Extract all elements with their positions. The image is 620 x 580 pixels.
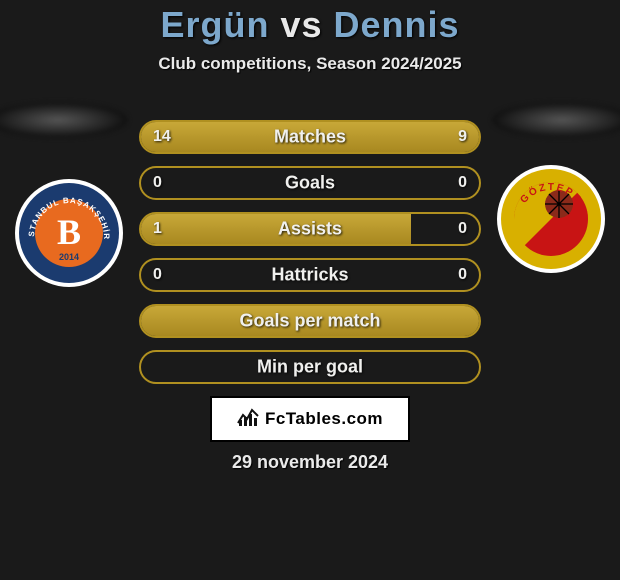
team-left-letter: B [57,212,81,252]
stat-value-right: 0 [458,174,467,192]
vs-text: vs [280,4,322,45]
stat-value-left: 0 [153,266,162,284]
right-shadow-ellipse [492,102,620,138]
date-text: 29 november 2024 [232,452,388,473]
stat-value-left: 0 [153,174,162,192]
subtitle: Club competitions, Season 2024/2025 [0,54,620,74]
stat-row: Goals 0 0 [139,166,481,200]
stat-row: Hattricks 0 0 [139,258,481,292]
stat-row: Matches 14 9 [139,120,481,154]
stats-bars: Matches149Goals00Assists10Hattricks00Goa… [139,120,481,396]
team-left-year: 2014 [59,252,79,262]
brand-chart-icon [237,406,259,433]
stat-value-left: 14 [153,128,171,146]
stat-label: Matches [274,127,346,148]
stat-value-right: 0 [458,220,467,238]
stat-fill-left [141,214,411,244]
stat-label: Assists [278,219,342,240]
stat-value-right: 0 [458,266,467,284]
stat-value-left: 1 [153,220,162,238]
stat-label: Hattricks [271,265,348,286]
player2-name: Dennis [334,4,460,45]
comparison-title: Ergün vs Dennis [0,0,620,46]
stat-row: Min per goal [139,350,481,384]
player1-name: Ergün [160,4,269,45]
brand-text: FcTables.com [265,409,383,429]
stat-row: Assists 1 0 [139,212,481,246]
team-left-badge: ISTANBUL BAŞAKŞEHİR B 2014 [14,178,124,288]
brand-box[interactable]: FcTables.com [210,396,410,442]
stat-label: Goals per match [239,311,380,332]
team-right-badge: GÖZTEPE [496,164,606,274]
left-shadow-ellipse [0,102,128,138]
stat-row: Goals per match [139,304,481,338]
stat-label: Goals [285,173,335,194]
stat-label: Min per goal [257,357,363,378]
stat-value-right: 9 [458,128,467,146]
